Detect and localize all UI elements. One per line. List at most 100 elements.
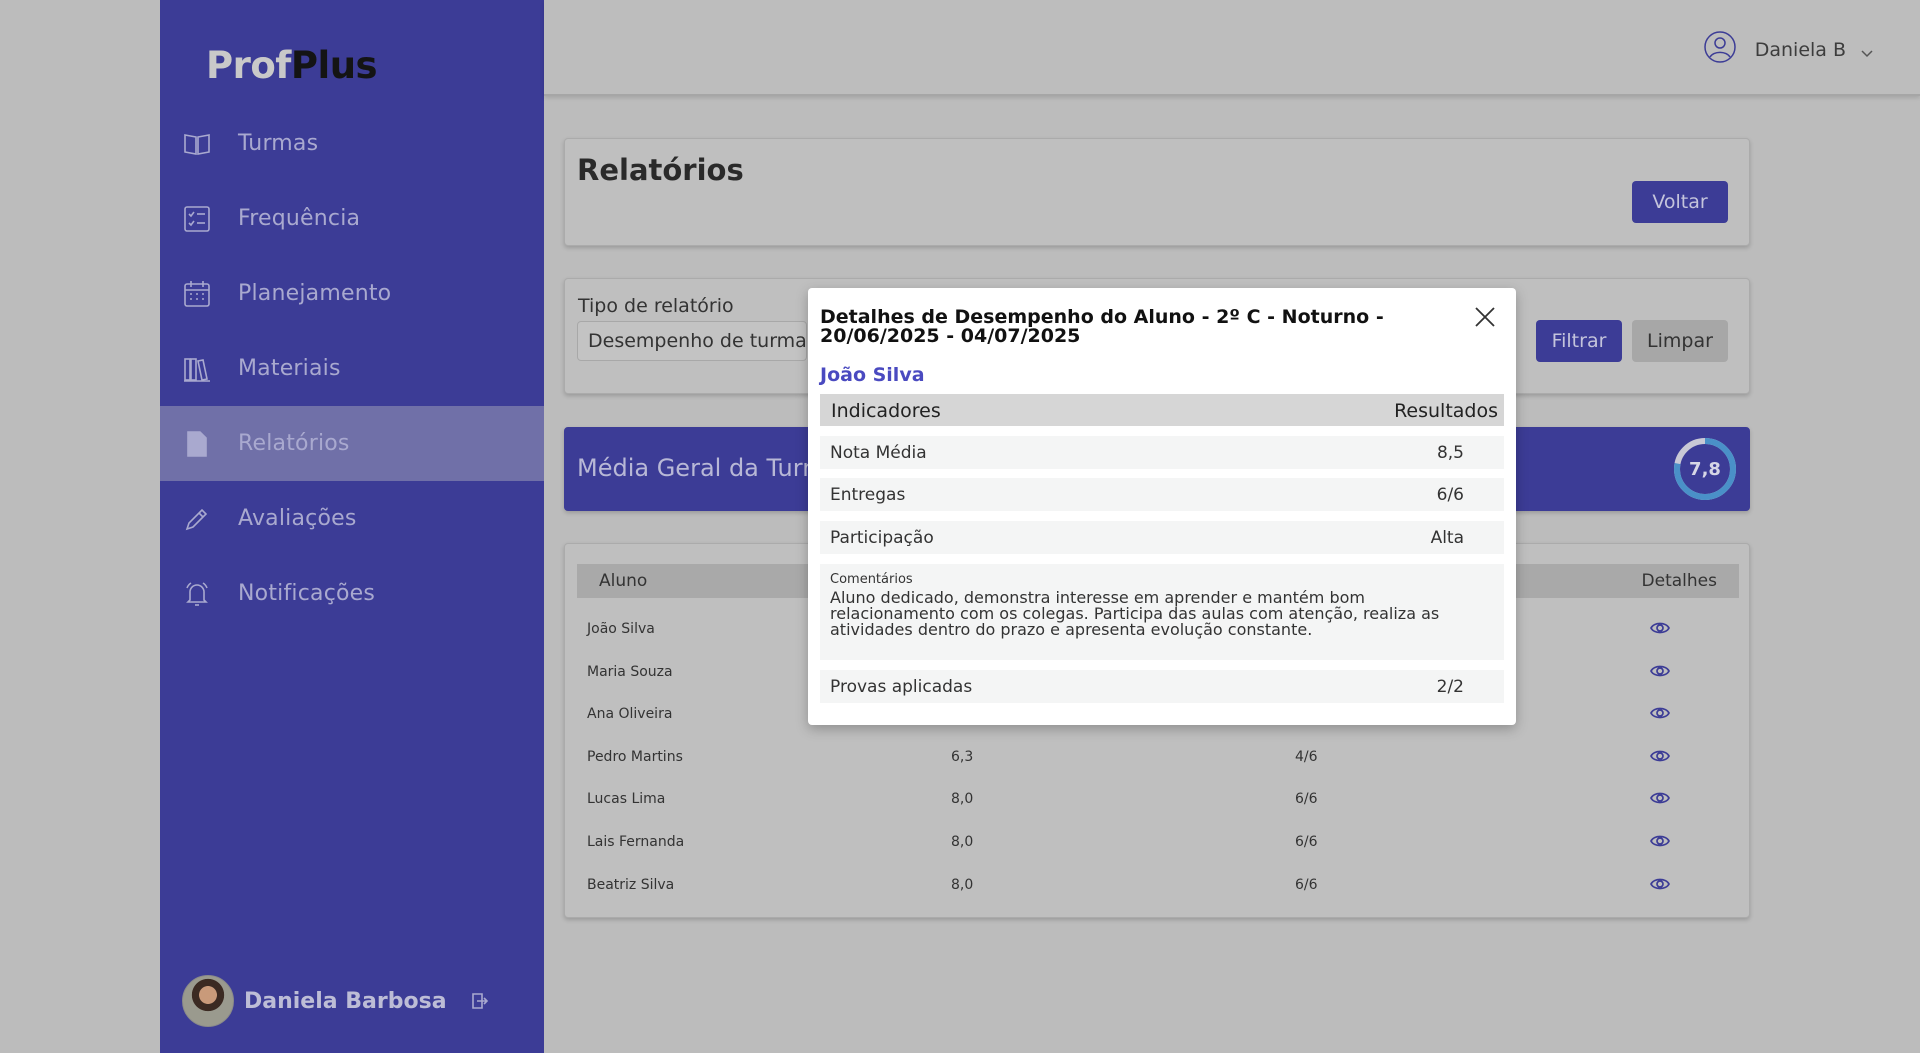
library-icon [182, 354, 212, 384]
indicator-row: Entregas 6/6 [820, 478, 1504, 511]
comments-box: Comentários Aluno dedicado, demonstra in… [820, 564, 1504, 660]
indicators-column-label: Indicadores [831, 400, 941, 422]
average-gauge: 7,8 [1672, 436, 1738, 502]
user-circle-icon [1703, 30, 1737, 69]
report-type-select[interactable]: Desempenho de turma [577, 321, 807, 361]
sidebar-item-relatorios[interactable]: Relatórios [160, 406, 544, 481]
student-name-cell: Lais Fernanda [587, 834, 685, 850]
sidebar-item-label: Planejamento [238, 281, 392, 306]
sidebar-item-label: Turmas [238, 131, 319, 156]
sidebar-item-frequencia[interactable]: Frequência [160, 181, 544, 256]
indicator-row: Provas aplicadas 2/2 [820, 670, 1504, 703]
table-row: Beatriz Silva 8,0 6/6 [577, 864, 1739, 906]
sidebar-item-label: Frequência [238, 206, 361, 231]
calendar-icon [182, 279, 212, 309]
eye-icon[interactable] [1649, 830, 1671, 852]
eye-icon[interactable] [1649, 702, 1671, 724]
sidebar-item-label: Relatórios [238, 431, 350, 456]
topbar-user-name: Daniela B [1754, 38, 1846, 61]
sidebar-item-label: Notificações [238, 581, 376, 606]
page-header-card: Relatórios [564, 138, 1750, 246]
student-details-modal: Detalhes de Desempenho do Aluno - 2º C -… [808, 288, 1516, 725]
student-name-cell: Beatriz Silva [587, 876, 675, 893]
bell-icon [182, 579, 212, 609]
sidebar-item-avaliacoes[interactable]: Avaliações [160, 481, 544, 556]
indicator-label: Entregas [830, 485, 906, 505]
sidebar: ProfPlus Turmas Frequência Planejamento … [160, 0, 544, 1053]
app-logo[interactable]: ProfPlus [206, 44, 378, 87]
table-row: Pedro Martins 6,3 4/6 [577, 736, 1739, 778]
indicator-label: Nota Média [830, 443, 927, 463]
comments-text: Aluno dedicado, demonstra interesse em a… [830, 588, 1440, 639]
filter-button[interactable]: Filtrar [1536, 320, 1622, 362]
table-row: Maria Souza [577, 651, 1739, 693]
table-row: Lais Fernanda 8,0 6/6 [577, 821, 1739, 863]
user-menu[interactable]: Daniela B [1703, 30, 1874, 69]
modal-student-name: João Silva [820, 364, 925, 386]
deliveries-cell: 6/6 [1295, 834, 1318, 850]
sidebar-item-label: Materiais [238, 356, 341, 381]
close-icon[interactable] [1472, 304, 1498, 330]
grade-cell: 8,0 [951, 876, 974, 893]
back-button[interactable]: Voltar [1632, 181, 1728, 223]
logo-part-plus: Plus [290, 44, 378, 87]
book-icon [182, 129, 212, 159]
sidebar-item-turmas[interactable]: Turmas [160, 106, 544, 181]
table-row: Ana Oliveira [577, 693, 1739, 735]
avatar[interactable] [182, 975, 234, 1027]
grade-cell: 8,0 [951, 791, 974, 808]
deliveries-cell: 6/6 [1295, 876, 1318, 893]
grade-cell: 8,0 [951, 834, 974, 850]
sidebar-nav: Turmas Frequência Planejamento Materiais… [160, 106, 544, 631]
comments-label: Comentários [830, 572, 913, 587]
indicator-row: Nota Média 8,5 [820, 436, 1504, 469]
clear-button[interactable]: Limpar [1632, 320, 1728, 362]
deliveries-cell: 4/6 [1295, 748, 1318, 765]
sidebar-item-planejamento[interactable]: Planejamento [160, 256, 544, 331]
eye-icon[interactable] [1649, 660, 1671, 682]
modal-title: Detalhes de Desempenho do Aluno - 2º C -… [820, 306, 1384, 347]
sidebar-item-materiais[interactable]: Materiais [160, 331, 544, 406]
results-column-label: Resultados [1394, 400, 1498, 422]
provas-label: Provas aplicadas [830, 677, 973, 697]
student-name-cell: Lucas Lima [587, 791, 666, 808]
eye-icon[interactable] [1649, 745, 1671, 767]
eye-icon[interactable] [1649, 787, 1671, 809]
sidebar-item-notificacoes[interactable]: Notificações [160, 556, 544, 631]
student-name-cell: Maria Souza [587, 663, 673, 680]
logo-part-prof: Prof [206, 44, 291, 87]
table-row: Lucas Lima 8,0 6/6 [577, 778, 1739, 820]
sidebar-user-name: Daniela Barbosa [244, 988, 447, 1014]
eye-icon[interactable] [1649, 873, 1671, 895]
indicator-row: Participação Alta [820, 521, 1504, 554]
student-name-cell: Pedro Martins [587, 748, 683, 765]
sidebar-item-label: Avaliações [238, 506, 357, 531]
student-name-cell: Ana Oliveira [587, 706, 673, 723]
checklist-icon [182, 204, 212, 234]
sidebar-user: Daniela Barbosa [182, 975, 489, 1027]
column-header-detalhes: Detalhes [1641, 571, 1717, 591]
gauge-fill [1674, 438, 1736, 500]
deliveries-cell: 6/6 [1295, 791, 1318, 808]
indicator-value: 8,5 [1436, 443, 1464, 463]
indicator-label: Participação [830, 528, 934, 548]
provas-value: 2/2 [1436, 677, 1464, 697]
chevron-down-icon [1860, 43, 1874, 57]
indicators-header: Indicadores Resultados [820, 394, 1504, 426]
pencil-icon [182, 504, 212, 534]
topbar: Daniela B [544, 0, 1920, 96]
column-header-aluno: Aluno [599, 571, 648, 591]
class-average-label: Média Geral da Turma [577, 454, 841, 482]
table-row: João Silva [577, 608, 1739, 650]
students-table-card: Aluno Detalhes João Silva Maria Souza Ana … [564, 543, 1750, 918]
indicator-value: Alta [1430, 528, 1464, 548]
eye-icon[interactable] [1649, 617, 1671, 639]
logout-icon[interactable] [469, 991, 489, 1011]
file-icon [182, 429, 212, 459]
page-title: Relatórios [577, 153, 744, 187]
indicator-value: 6/6 [1436, 485, 1464, 505]
student-name-cell: João Silva [587, 621, 655, 637]
grade-cell: 6,3 [951, 748, 974, 765]
average-value: 7,8 [1689, 458, 1721, 480]
report-type-label: Tipo de relatório [578, 295, 734, 317]
